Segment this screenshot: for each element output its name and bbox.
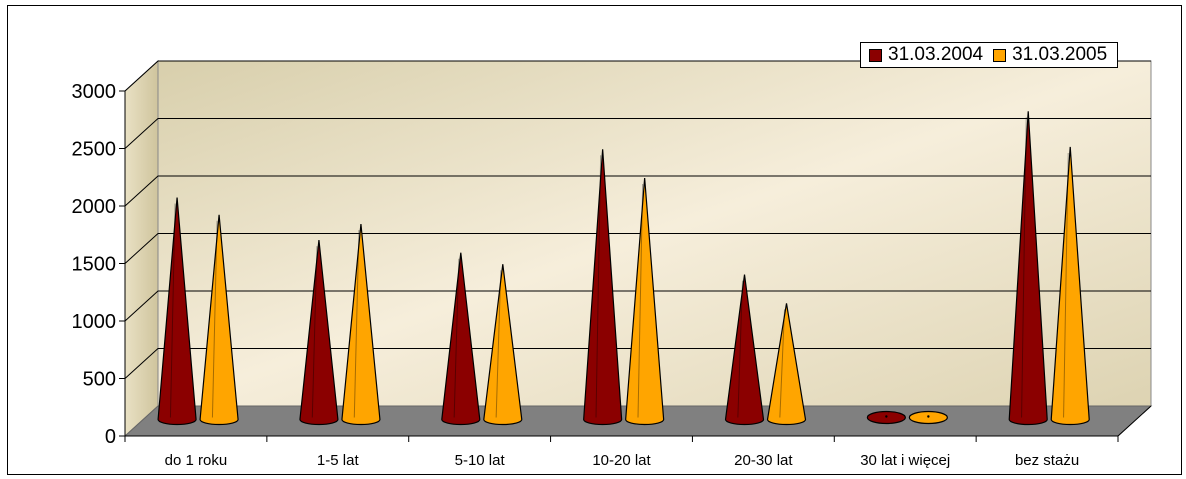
cone-body bbox=[1008, 111, 1048, 426]
cone-0-4 bbox=[724, 274, 765, 426]
legend-label-2005: 31.03.2005 bbox=[1012, 44, 1108, 65]
gridline bbox=[124, 290, 1151, 322]
cone-1-1 bbox=[341, 223, 381, 426]
legend-swatch-2005 bbox=[993, 48, 1007, 62]
cone-1-3 bbox=[625, 177, 665, 426]
x-tick-label: do 1 roku bbox=[165, 452, 228, 469]
cone-body bbox=[341, 223, 381, 426]
cone-body bbox=[483, 264, 523, 426]
cone-body bbox=[157, 197, 197, 426]
cone-shade bbox=[495, 270, 502, 418]
gridline bbox=[124, 118, 1151, 149]
gridline bbox=[124, 60, 1151, 92]
x-tick-label: 10-20 lat bbox=[592, 452, 651, 469]
cone-tip bbox=[885, 415, 888, 418]
cone-body bbox=[199, 214, 239, 426]
x-tick-label: 20-30 lat bbox=[734, 452, 793, 469]
cone-shade bbox=[211, 220, 218, 418]
legend-label-2004: 31.03.2004 bbox=[888, 44, 984, 65]
x-tick-label: 5-10 lat bbox=[455, 452, 506, 469]
y-tick-label: 1500 bbox=[72, 254, 117, 276]
cone-shade bbox=[353, 229, 360, 418]
cone-body bbox=[1050, 146, 1090, 426]
y-tick-label: 1000 bbox=[72, 311, 117, 333]
cone-body bbox=[625, 177, 665, 426]
cone-0-5 bbox=[866, 410, 906, 425]
cone-0-0 bbox=[157, 197, 197, 426]
y-tick-label: 500 bbox=[83, 369, 116, 391]
cone-body bbox=[724, 274, 765, 426]
cone-shade bbox=[453, 258, 460, 418]
x-tick-label: 1-5 lat bbox=[317, 452, 360, 469]
cone-0-1 bbox=[299, 240, 339, 426]
cone-1-4 bbox=[766, 303, 807, 426]
chart-frame: 0 500 1000 1500 2000 2500 3000 do 1 roku 1-5 lat… bbox=[7, 5, 1182, 475]
y-tick-label: 0 bbox=[105, 426, 116, 448]
cone-body bbox=[583, 149, 623, 426]
cone-0-2 bbox=[441, 252, 481, 426]
cone-body bbox=[766, 303, 807, 426]
cone-body bbox=[299, 240, 339, 426]
chart-canvas: 0 500 1000 1500 2000 2500 3000 do 1 roku 1-5 lat… bbox=[72, 59, 1153, 469]
y-tick-label: 2500 bbox=[72, 139, 117, 161]
floor-edge bbox=[1117, 405, 1152, 437]
cone-shade bbox=[779, 309, 786, 418]
cone-body bbox=[441, 252, 481, 426]
gridline bbox=[124, 348, 1151, 379]
cone-shade bbox=[595, 155, 602, 418]
cone-1-5 bbox=[908, 410, 948, 425]
legend-item-2004: 31.03.2004 bbox=[869, 44, 983, 66]
cone-shade bbox=[311, 246, 318, 418]
cone-0-3 bbox=[583, 149, 623, 426]
cone-shade bbox=[169, 203, 176, 418]
legend-item-2005: 31.03.2005 bbox=[993, 44, 1107, 66]
cone-shade bbox=[737, 280, 744, 418]
cone-0-6 bbox=[1008, 111, 1048, 426]
cone-shade bbox=[1021, 117, 1027, 418]
cone-tip bbox=[927, 415, 930, 418]
cone-1-2 bbox=[483, 264, 523, 426]
gridline bbox=[124, 175, 1151, 207]
x-tick-label: bez stażu bbox=[1015, 452, 1079, 469]
legend: 31.03.2004 31.03.2005 bbox=[860, 42, 1119, 68]
legend-swatch-2004 bbox=[869, 48, 882, 62]
y-tick-label: 3000 bbox=[72, 81, 117, 103]
cone-shade bbox=[1063, 152, 1069, 418]
x-tick-label: 30 lat i więcej bbox=[860, 452, 950, 469]
y-tick-label: 2000 bbox=[72, 196, 117, 218]
gridline bbox=[124, 233, 1151, 264]
cone-1-6 bbox=[1050, 146, 1090, 426]
cone-shade bbox=[637, 183, 644, 418]
cone-1-0 bbox=[199, 214, 239, 426]
